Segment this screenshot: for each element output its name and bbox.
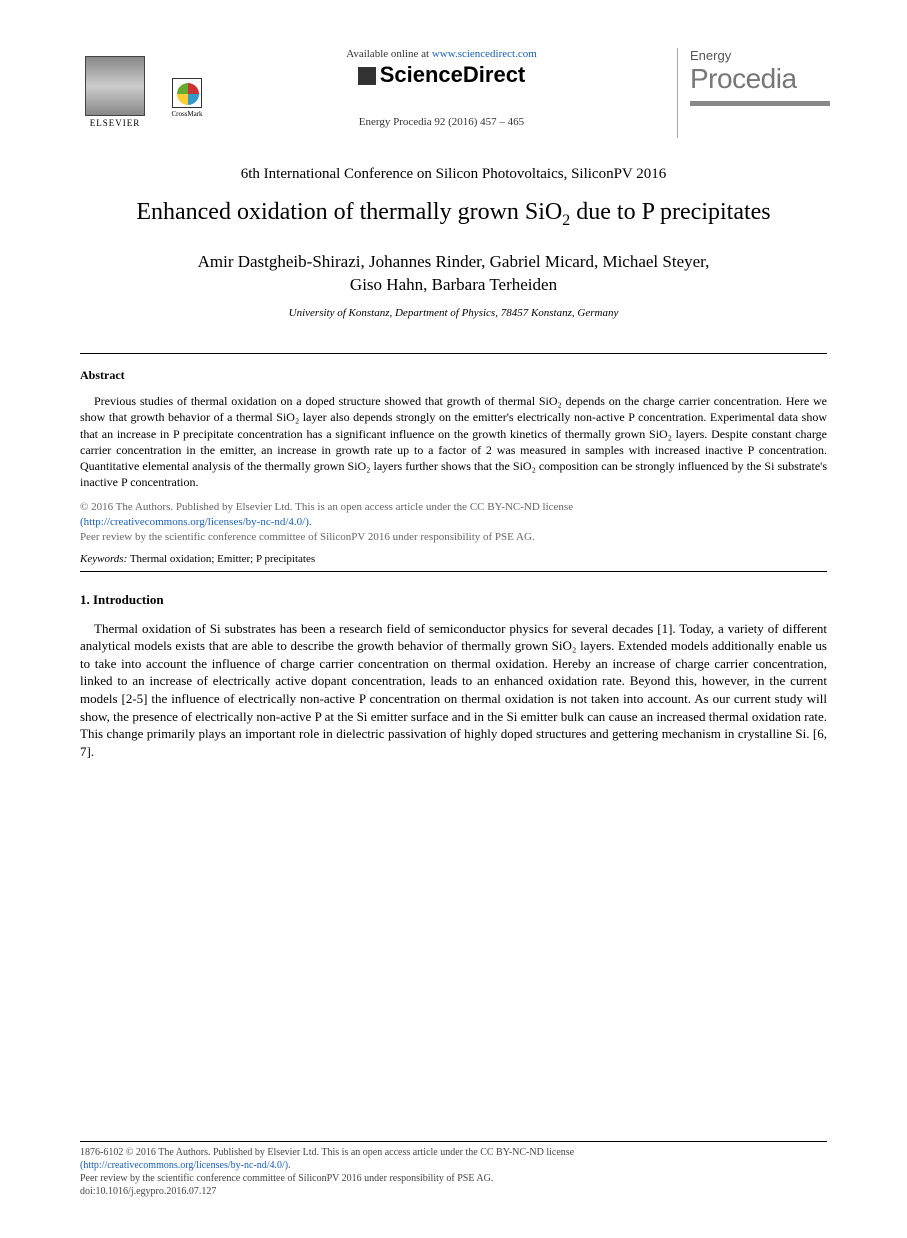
authors: Amir Dastgheib-Shirazi, Johannes Rinder,… <box>80 250 827 298</box>
journal-name-small: Energy <box>690 48 827 63</box>
introduction-body: Thermal oxidation of Si substrates has b… <box>80 620 827 760</box>
footer-doi: doi:10.1016/j.egypro.2016.07.127 <box>80 1186 216 1197</box>
elsevier-logo[interactable]: ELSEVIER <box>80 48 150 128</box>
crossmark-logo[interactable]: CrossMark <box>168 78 206 128</box>
citation-text: Energy Procedia 92 (2016) 457 – 465 <box>216 116 667 128</box>
journal-box: Energy Procedia <box>677 48 827 138</box>
publisher-logos: ELSEVIER CrossMark <box>80 48 206 128</box>
title-post: due to P precipitates <box>570 199 770 225</box>
divider-2 <box>80 571 827 572</box>
peer-review-line: Peer review by the scientific conference… <box>80 531 535 543</box>
affiliation: University of Konstanz, Department of Ph… <box>80 307 827 319</box>
sciencedirect-icon <box>358 67 376 85</box>
keywords: Keywords: Thermal oxidation; Emitter; P … <box>80 553 827 565</box>
journal-name-big: Procedia <box>690 63 827 95</box>
footer-issn: 1876-6102 © 2016 The Authors. Published … <box>80 1147 574 1158</box>
introduction-heading: 1. Introduction <box>80 592 827 608</box>
footer: 1876-6102 © 2016 The Authors. Published … <box>80 1141 827 1198</box>
sciencedirect-logo[interactable]: ScienceDirect <box>216 62 667 88</box>
keywords-text: Thermal oxidation; Emitter; P precipitat… <box>127 553 315 565</box>
paper-title: Enhanced oxidation of thermally grown Si… <box>80 197 827 232</box>
available-online-text: Available online at www.sciencedirect.co… <box>216 48 667 60</box>
elsevier-label: ELSEVIER <box>90 118 141 128</box>
authors-line2: Giso Hahn, Barbara Terheiden <box>350 275 557 294</box>
crossmark-icon <box>172 78 202 108</box>
header: ELSEVIER CrossMark Available online at w… <box>80 48 827 138</box>
authors-line1: Amir Dastgheib-Shirazi, Johannes Rinder,… <box>198 252 710 271</box>
crossmark-label: CrossMark <box>171 110 202 118</box>
journal-bar-icon <box>690 101 830 106</box>
elsevier-tree-icon <box>85 56 145 116</box>
divider <box>80 353 827 354</box>
footer-peer: Peer review by the scientific conference… <box>80 1173 493 1184</box>
abstract-heading: Abstract <box>80 368 827 383</box>
abstract-body: Previous studies of thermal oxidation on… <box>80 393 827 490</box>
footer-divider <box>80 1141 827 1142</box>
keywords-label: Keywords: <box>80 553 127 565</box>
sciencedirect-url-link[interactable]: www.sciencedirect.com <box>432 48 537 60</box>
copyright-line1: © 2016 The Authors. Published by Elsevie… <box>80 501 573 513</box>
footer-license-link[interactable]: (http://creativecommons.org/licenses/by-… <box>80 1160 291 1171</box>
available-prefix: Available online at <box>346 48 432 60</box>
conference-line: 6th International Conference on Silicon … <box>80 166 827 183</box>
copyright-block: © 2016 The Authors. Published by Elsevie… <box>80 500 827 545</box>
sciencedirect-block: Available online at www.sciencedirect.co… <box>206 48 677 128</box>
license-link[interactable]: (http://creativecommons.org/licenses/by-… <box>80 516 312 528</box>
title-pre: Enhanced oxidation of thermally grown Si… <box>136 199 562 225</box>
sciencedirect-label: ScienceDirect <box>380 62 526 87</box>
